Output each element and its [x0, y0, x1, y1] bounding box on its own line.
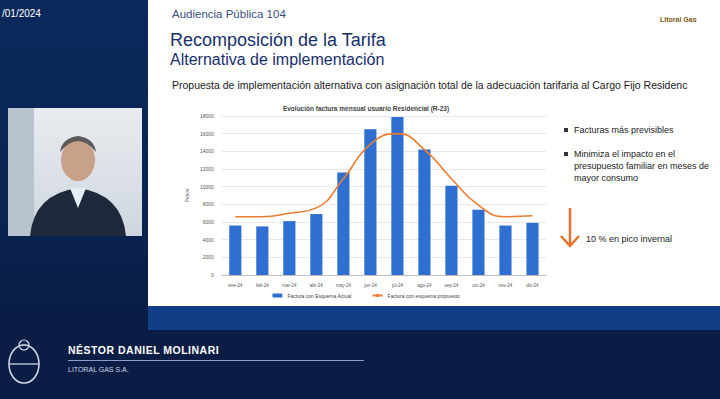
svg-text:18000: 18000 — [200, 113, 214, 119]
html-text:Audiencia Pública 104: Audiencia Pública 104 — [172, 8, 286, 20]
svg-text:12000: 12000 — [200, 166, 214, 172]
html-text:Litoral Gas: Litoral Gas — [660, 16, 697, 23]
svg-text:14000: 14000 — [200, 148, 214, 154]
svg-text:6000: 6000 — [203, 219, 214, 225]
html-text:Recomposición de la Tarifa: Recomposición de la Tarifa — [170, 30, 386, 50]
svg-text:oct-24: oct-24 — [472, 283, 485, 288]
svg-text:abr-24: abr-24 — [310, 283, 324, 288]
svg-text:jun-24: jun-24 — [363, 283, 377, 288]
svg-text:jul-24: jul-24 — [391, 283, 404, 288]
svg-text:4000: 4000 — [203, 237, 214, 243]
svg-text:Evolución factura mensual usua: Evolución factura mensual usuario Reside… — [283, 105, 449, 113]
svg-text:ago-24: ago-24 — [417, 283, 432, 288]
html-text:NÉSTOR DANIEL MOLINARI: NÉSTOR DANIEL MOLINARI — [68, 344, 220, 356]
svg-text:nov-24: nov-24 — [499, 283, 513, 288]
html-text:Minimiza el impacto en el pres: Minimiza el impacto en el presupuesto fa… — [574, 149, 710, 183]
svg-text:mar-24: mar-24 — [282, 283, 297, 288]
svg-text:Factura con Esquema Actual: Factura con Esquema Actual — [287, 293, 351, 299]
html-text:Facturas más previsibles: Facturas más previsibles — [574, 125, 674, 135]
html-text:10 % en pico invernal: 10 % en pico invernal — [586, 234, 673, 244]
svg-text:ene-24: ene-24 — [228, 283, 243, 288]
svg-text:may-24: may-24 — [336, 283, 352, 288]
svg-text:8000: 8000 — [203, 201, 214, 207]
html-text:Propuesta de implementación al: Propuesta de implementación alternativa … — [172, 79, 688, 91]
svg-text:feb-24: feb-24 — [256, 283, 269, 288]
svg-text:10000: 10000 — [200, 184, 214, 190]
svg-text:16000: 16000 — [200, 131, 214, 137]
svg-text:dic-24: dic-24 — [526, 283, 539, 288]
html-text:/01/2024: /01/2024 — [2, 8, 41, 19]
svg-text:Factura con esquema propuesto: Factura con esquema propuesto — [388, 293, 460, 299]
svg-text:sep-24: sep-24 — [445, 283, 459, 288]
svg-text:Pesos: Pesos — [184, 188, 190, 202]
html-text:Alternativa de implementación: Alternativa de implementación — [170, 51, 385, 68]
svg-text:2000: 2000 — [203, 254, 214, 260]
svg-text:0: 0 — [211, 272, 214, 278]
html-text:LITORAL GAS S.A.: LITORAL GAS S.A. — [68, 366, 129, 373]
